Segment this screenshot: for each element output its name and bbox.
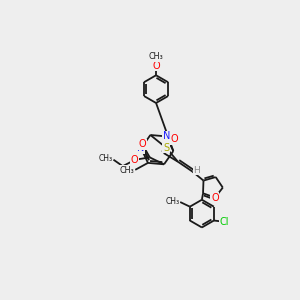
- Text: CH₃: CH₃: [166, 197, 180, 206]
- Text: O: O: [170, 134, 178, 144]
- Text: N: N: [163, 131, 170, 141]
- Text: N: N: [137, 143, 145, 153]
- Text: O: O: [139, 139, 147, 149]
- Text: CH₃: CH₃: [98, 154, 112, 163]
- Text: CH₃: CH₃: [149, 52, 164, 61]
- Text: CH₃: CH₃: [119, 166, 134, 175]
- Text: O: O: [130, 155, 138, 165]
- Text: S: S: [163, 143, 169, 153]
- Text: H: H: [193, 166, 200, 175]
- Text: O: O: [211, 193, 219, 202]
- Text: Cl: Cl: [220, 217, 230, 227]
- Text: O: O: [152, 61, 160, 70]
